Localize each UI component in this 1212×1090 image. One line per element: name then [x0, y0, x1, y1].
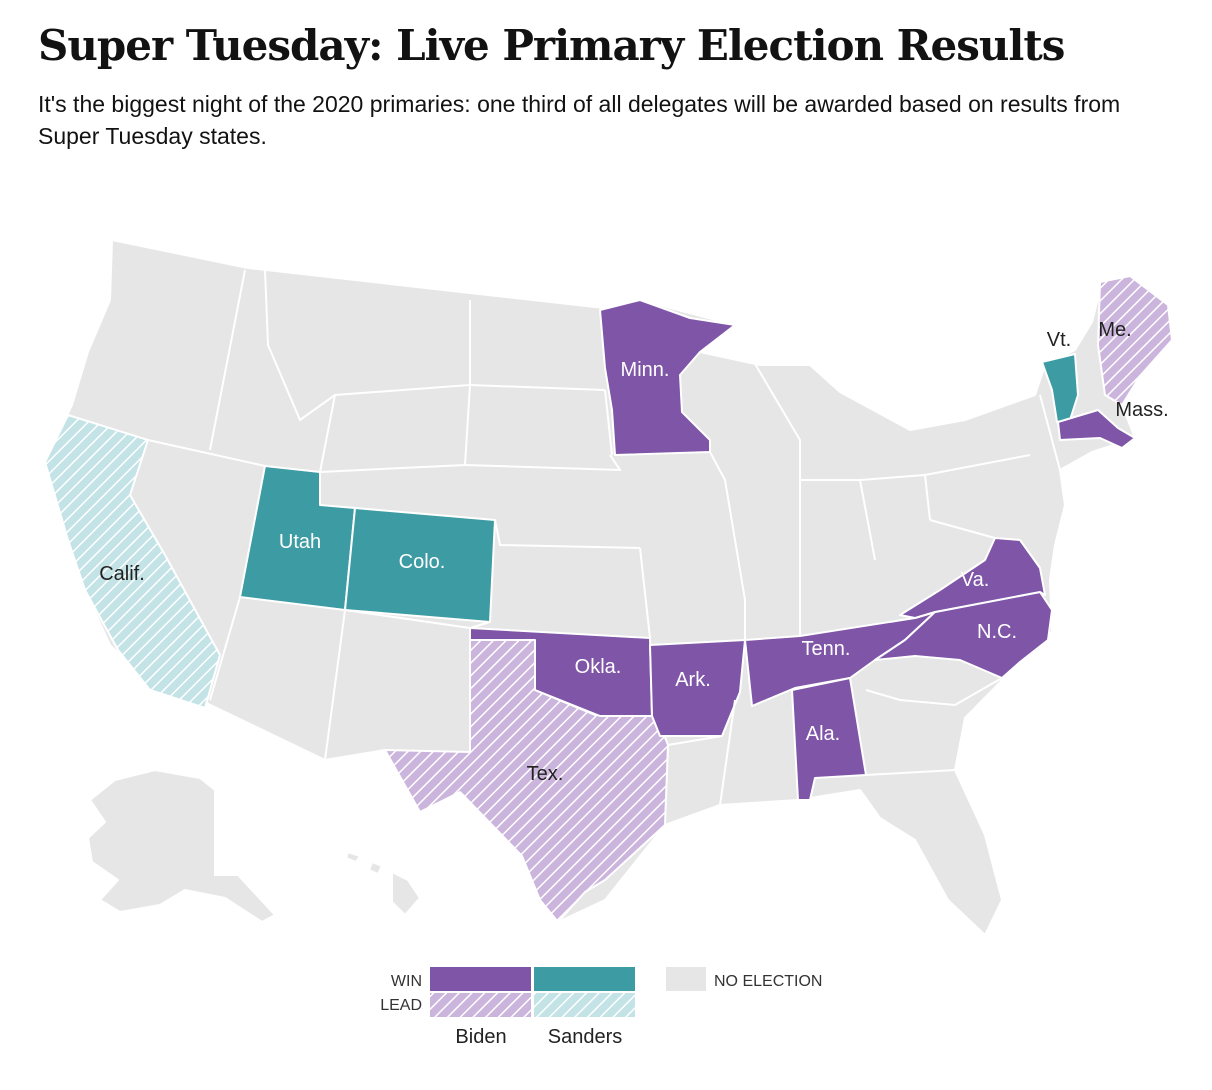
hawaii — [345, 851, 421, 916]
dek: It's the biggest night of the 2020 prima… — [38, 91, 1121, 149]
state-ala[interactable] — [791, 677, 867, 801]
state-label-minn: Minn. — [621, 359, 670, 381]
state-borders — [147, 269, 1061, 806]
legend-no-election-swatch — [666, 967, 706, 991]
state-label-calif: Calif. — [99, 563, 145, 585]
state-me[interactable] — [1097, 275, 1173, 406]
legend-sanders-lead-swatch — [534, 993, 635, 1017]
us-land — [44, 239, 1173, 936]
legend-candidate-biden: Biden — [455, 1026, 506, 1048]
state-label-ala: Ala. — [806, 723, 840, 745]
state-calif[interactable] — [44, 414, 221, 709]
state-label-ark: Ark. — [675, 669, 711, 691]
legend-win-label: WIN — [391, 973, 422, 990]
legend-candidate-sanders: Sanders — [548, 1026, 623, 1048]
state-label-colo: Colo. — [399, 551, 446, 573]
state-label-vt: Vt. — [1047, 329, 1071, 351]
state-label-me: Me. — [1098, 319, 1131, 341]
state-va[interactable] — [899, 537, 1046, 619]
state-label-mass: Mass. — [1115, 399, 1168, 421]
legend-lead-label: LEAD — [380, 997, 422, 1014]
state-label-tex: Tex. — [527, 763, 564, 785]
state-label-okla: Okla. — [575, 656, 622, 678]
legend: WIN LEAD NO ELECTION Biden Sanders — [380, 967, 822, 1048]
state-label-tenn: Tenn. — [802, 638, 851, 660]
headline: Super Tuesday: Live Primary Election Res… — [38, 21, 1065, 70]
state-mass[interactable] — [1057, 409, 1136, 449]
legend-no-election-label: NO ELECTION — [714, 973, 822, 990]
state-label-utah: Utah — [279, 531, 321, 553]
alaska — [87, 769, 276, 923]
legend-sanders-win-swatch — [534, 967, 635, 991]
state-labels: Minn. Mass. Va. N.C. Tenn. Okla. Ark. Ala. Tex. M… — [99, 319, 1168, 785]
state-label-nc: N.C. — [977, 621, 1017, 643]
state-minn[interactable] — [599, 299, 736, 456]
legend-biden-win-swatch — [430, 967, 531, 991]
state-label-va: Va. — [961, 569, 990, 591]
legend-biden-lead-swatch — [430, 993, 531, 1017]
